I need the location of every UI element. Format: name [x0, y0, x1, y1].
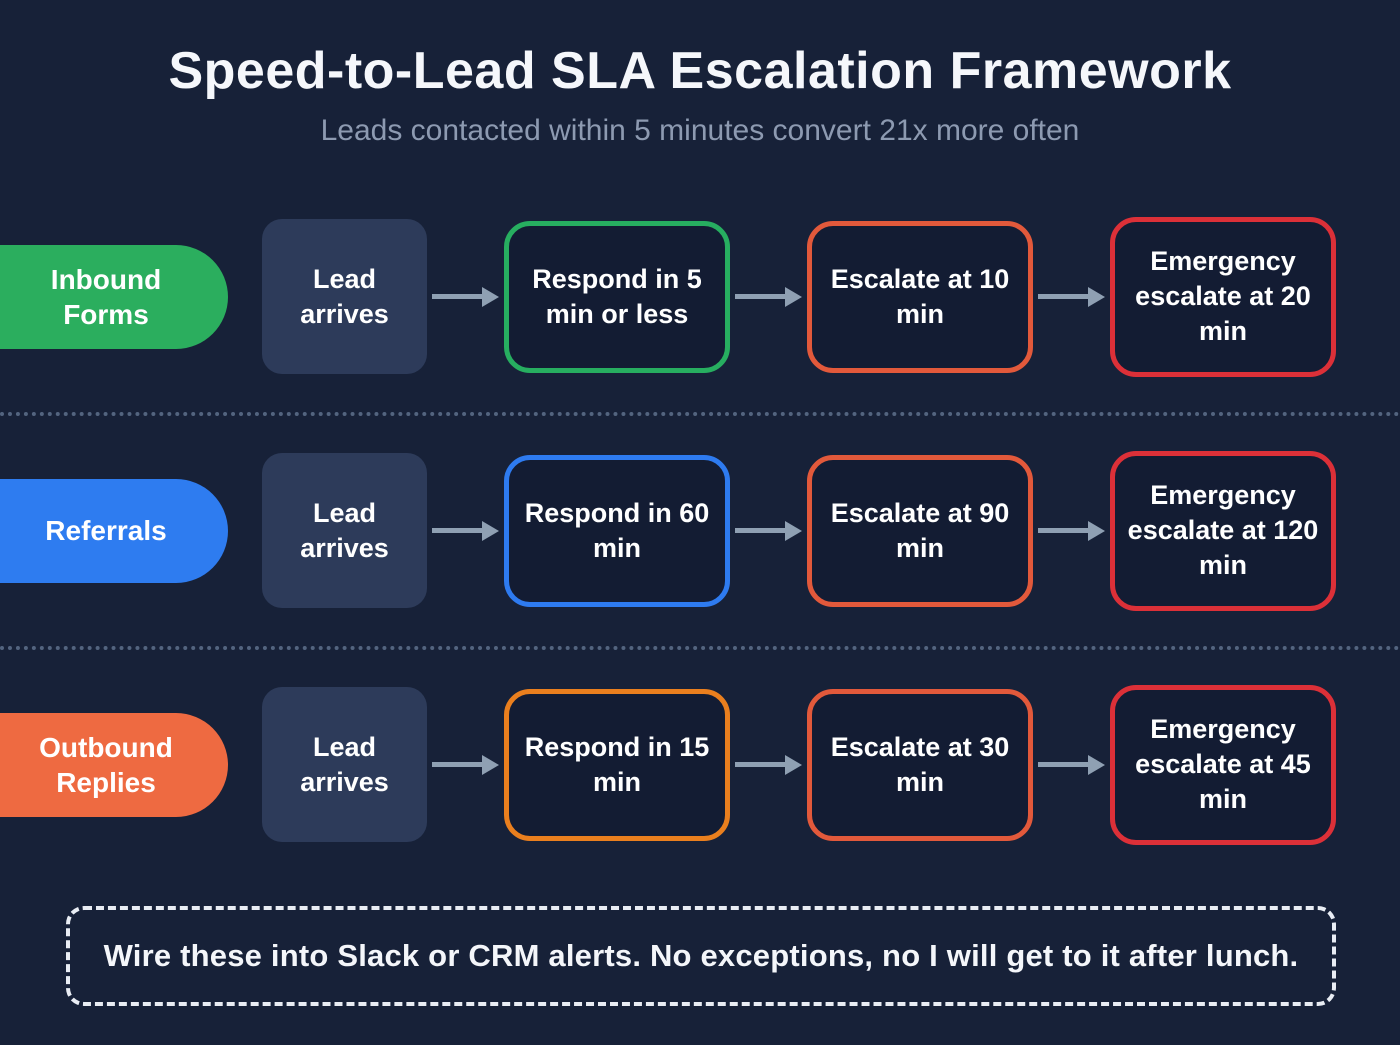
- lead-arrives-box: Lead arrives: [262, 453, 427, 609]
- arrow-right-icon: [730, 520, 807, 541]
- sla-row-inbound-forms: Inbound Forms Lead arrives Respond in 5 …: [0, 182, 1400, 412]
- respond-box: Respond in 5 min or less: [504, 220, 730, 373]
- respond-box: Respond in 15 min: [504, 688, 730, 841]
- header: Speed-to-Lead SLA Escalation Framework L…: [0, 0, 1400, 148]
- page-title: Speed-to-Lead SLA Escalation Framework: [168, 42, 1232, 100]
- escalate-box: Escalate at 10 min: [807, 220, 1033, 373]
- arrow-right-icon: [1033, 754, 1110, 775]
- escalate-box: Escalate at 30 min: [807, 688, 1033, 841]
- emergency-escalate-box: Emergency escalate at 45 min: [1110, 684, 1336, 845]
- arrow-right-icon: [1033, 286, 1110, 307]
- lead-arrives-box: Lead arrives: [262, 687, 427, 843]
- emergency-escalate-box: Emergency escalate at 120 min: [1110, 450, 1336, 611]
- sla-row-outbound-replies: Outbound Replies Lead arrives Respond in…: [0, 650, 1400, 880]
- arrow-right-icon: [427, 286, 504, 307]
- sla-rows: Inbound Forms Lead arrives Respond in 5 …: [0, 182, 1400, 880]
- lead-arrives-box: Lead arrives: [262, 219, 427, 375]
- arrow-right-icon: [730, 754, 807, 775]
- row-divider: [0, 411, 1400, 416]
- arrow-right-icon: [1033, 520, 1110, 541]
- respond-box: Respond in 60 min: [504, 454, 730, 607]
- arrow-right-icon: [730, 286, 807, 307]
- row-divider: [0, 645, 1400, 650]
- emergency-escalate-box: Emergency escalate at 20 min: [1110, 216, 1336, 377]
- footer-note: Wire these into Slack or CRM alerts. No …: [66, 905, 1336, 1006]
- sla-row-referrals: Referrals Lead arrives Respond in 60 min…: [0, 416, 1400, 646]
- channel-pill-outbound-replies: Outbound Replies: [0, 712, 228, 817]
- arrow-right-icon: [427, 520, 504, 541]
- page-subtitle: Leads contacted within 5 minutes convert…: [320, 113, 1080, 147]
- channel-pill-inbound-forms: Inbound Forms: [0, 244, 228, 349]
- channel-pill-referrals: Referrals: [0, 478, 228, 583]
- arrow-right-icon: [427, 754, 504, 775]
- escalate-box: Escalate at 90 min: [807, 454, 1033, 607]
